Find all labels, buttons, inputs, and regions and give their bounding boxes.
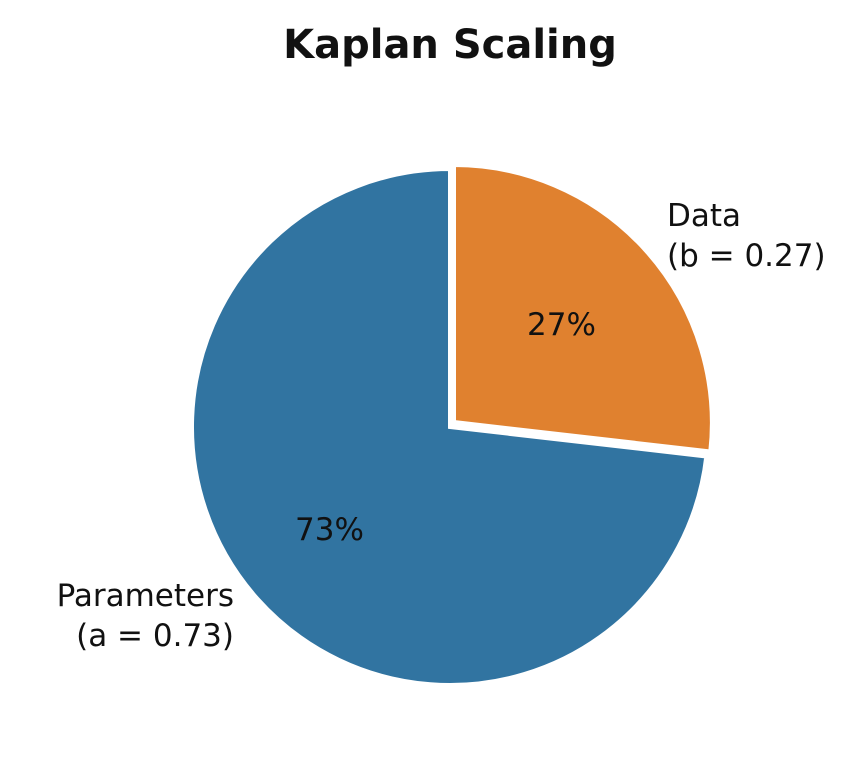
parameters-label-name: Parameters: [56, 578, 234, 614]
parameters-label: Parameters (a = 0.73): [30, 576, 234, 656]
pie-slice-parameters: [190, 166, 709, 687]
parameters-percent-label: 73%: [295, 512, 364, 548]
data-label: Data (b = 0.27): [667, 196, 826, 276]
data-label-value: (b = 0.27): [667, 238, 826, 274]
pie-slice-data: [452, 162, 714, 454]
parameters-label-value: (a = 0.73): [76, 618, 234, 654]
data-label-name: Data: [667, 198, 742, 234]
chart-title: Kaplan Scaling: [283, 22, 617, 68]
data-percent-label: 27%: [527, 307, 596, 343]
